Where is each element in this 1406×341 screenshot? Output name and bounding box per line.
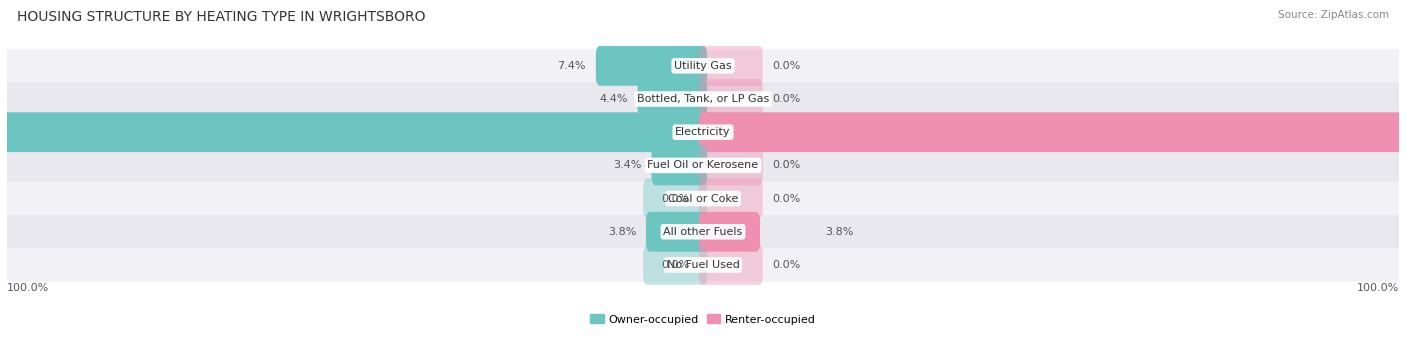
Text: All other Fuels: All other Fuels [664,227,742,237]
Text: Utility Gas: Utility Gas [675,61,731,71]
FancyBboxPatch shape [699,212,761,252]
Text: 0.0%: 0.0% [661,194,689,204]
Text: 0.0%: 0.0% [661,260,689,270]
Text: 4.4%: 4.4% [599,94,628,104]
FancyBboxPatch shape [699,245,763,285]
FancyBboxPatch shape [637,79,707,119]
FancyBboxPatch shape [699,112,1406,152]
Text: 3.8%: 3.8% [607,227,636,237]
Text: Bottled, Tank, or LP Gas: Bottled, Tank, or LP Gas [637,94,769,104]
FancyBboxPatch shape [643,179,707,219]
Text: 0.0%: 0.0% [773,194,801,204]
Text: 100.0%: 100.0% [1357,283,1399,293]
Text: 0.0%: 0.0% [773,61,801,71]
FancyBboxPatch shape [7,82,1399,116]
FancyBboxPatch shape [699,179,763,219]
Text: Fuel Oil or Kerosene: Fuel Oil or Kerosene [647,160,759,170]
FancyBboxPatch shape [7,182,1399,216]
FancyBboxPatch shape [645,212,707,252]
FancyBboxPatch shape [699,79,763,119]
FancyBboxPatch shape [0,112,707,152]
Text: No Fuel Used: No Fuel Used [666,260,740,270]
FancyBboxPatch shape [7,148,1399,182]
Text: 0.0%: 0.0% [773,260,801,270]
Text: 3.8%: 3.8% [825,227,853,237]
Text: Coal or Coke: Coal or Coke [668,194,738,204]
FancyBboxPatch shape [7,248,1399,282]
Legend: Owner-occupied, Renter-occupied: Owner-occupied, Renter-occupied [586,310,820,329]
Text: 0.0%: 0.0% [773,94,801,104]
Text: 100.0%: 100.0% [7,283,49,293]
FancyBboxPatch shape [596,46,707,86]
FancyBboxPatch shape [699,46,763,86]
Text: 3.4%: 3.4% [613,160,641,170]
Text: HOUSING STRUCTURE BY HEATING TYPE IN WRIGHTSBORO: HOUSING STRUCTURE BY HEATING TYPE IN WRI… [17,10,426,24]
Text: 0.0%: 0.0% [773,160,801,170]
FancyBboxPatch shape [643,245,707,285]
FancyBboxPatch shape [699,146,763,185]
FancyBboxPatch shape [7,115,1399,149]
FancyBboxPatch shape [7,215,1399,249]
FancyBboxPatch shape [651,146,707,185]
Text: Source: ZipAtlas.com: Source: ZipAtlas.com [1278,10,1389,20]
Text: Electricity: Electricity [675,127,731,137]
FancyBboxPatch shape [7,49,1399,83]
Text: 7.4%: 7.4% [558,61,586,71]
